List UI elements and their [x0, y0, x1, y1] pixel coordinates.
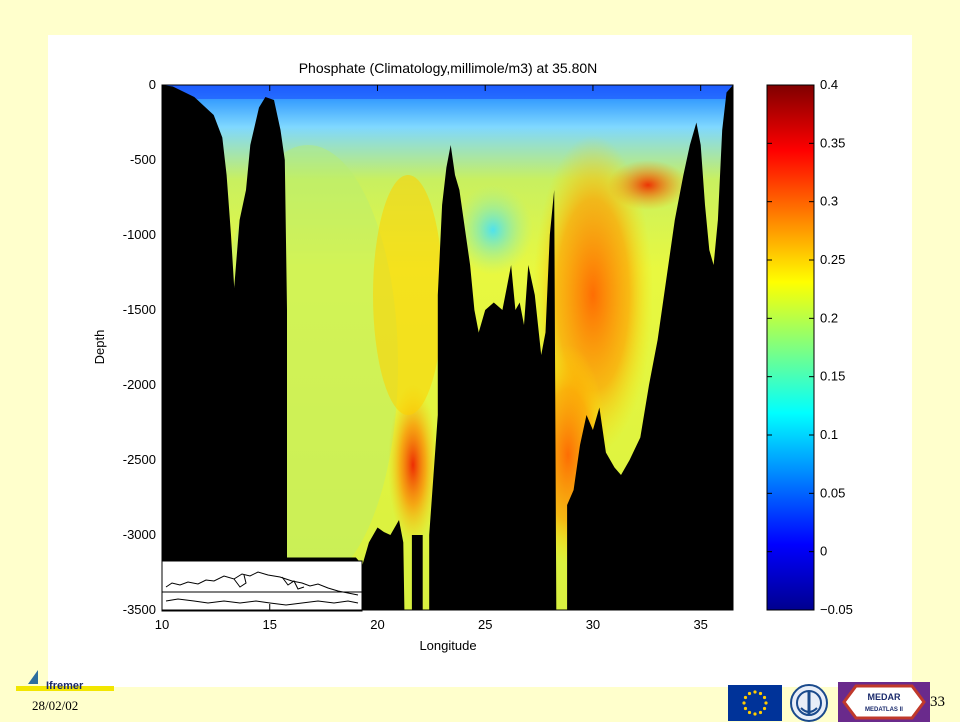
plot-frame: [161, 84, 734, 611]
y-tick-label: -2500: [123, 452, 156, 467]
inset-map: [161, 560, 363, 612]
eu-star: [743, 706, 748, 711]
medar-logo: MEDAR MEDATLAS II: [838, 682, 930, 722]
medar-logo-title: MEDAR: [868, 692, 901, 702]
figure-panel: Phosphate (Climatology,millimole/m3) at …: [48, 35, 912, 687]
field-cyan-patch: [453, 185, 533, 275]
inset-greece: [281, 576, 305, 590]
eu-star: [758, 691, 763, 696]
x-tick-label: 20: [370, 617, 384, 632]
slide-date: 28/02/02: [32, 698, 79, 713]
colorbar-tick-label: 0.15: [820, 369, 845, 384]
colorbar-tick-label: 0.3: [820, 194, 838, 209]
ifremer-logo-icon: [28, 670, 38, 684]
phosphate-section-chart: Phosphate (Climatology,millimole/m3) at …: [92, 60, 853, 653]
colorbar-tick-label: 0.25: [820, 252, 845, 267]
colorbar-tick-label: 0.35: [820, 135, 845, 150]
y-tick-label: -500: [130, 152, 156, 167]
eu-star: [762, 695, 767, 700]
ifremer-logo-bar: [16, 686, 114, 691]
y-tick-label: -3500: [123, 602, 156, 617]
x-tick-label: 30: [586, 617, 600, 632]
x-tick-label: 15: [263, 617, 277, 632]
y-tick-label: -1000: [123, 227, 156, 242]
eu-star: [753, 690, 757, 694]
field-west-yellow: [373, 175, 443, 415]
eu-star: [753, 712, 757, 716]
eu-star: [747, 691, 752, 696]
inset-map-frame: [161, 560, 363, 612]
x-tick-label: 35: [693, 617, 707, 632]
eu-star: [743, 695, 748, 700]
inset-coast-north: [165, 571, 359, 596]
ifremer-logo-text: Ifremer: [46, 680, 84, 692]
colorbar-tick-label: 0.4: [820, 77, 838, 92]
colorbar-tick-label: −0.05: [820, 602, 853, 617]
field-west-max: [388, 385, 438, 545]
x-axis-label: Longitude: [419, 638, 476, 653]
eu-star: [758, 710, 763, 715]
colorbar-tick-label: 0.05: [820, 485, 845, 500]
x-tick-label: 10: [155, 617, 169, 632]
colorbar: [766, 84, 815, 611]
eu-star: [747, 710, 752, 715]
colorbar-ticks: 0.4 0.35 0.3 0.25 0.2 0.15 0.1 0.05 0 −0.05: [767, 77, 853, 617]
eu-star: [742, 701, 746, 705]
y-tick-label: -2000: [123, 377, 156, 392]
y-axis-ticks: 0 -500 -1000 -1500 -2000 -2500 -3000 -3500: [123, 77, 733, 617]
field-ne-max: [608, 160, 688, 210]
y-axis-label: Depth: [92, 330, 107, 365]
chart-title: Phosphate (Climatology,millimole/m3) at …: [299, 60, 598, 76]
y-tick-label: -1500: [123, 302, 156, 317]
colorbar-tick-label: 0.1: [820, 427, 838, 442]
eu-star: [762, 706, 767, 711]
y-tick-label: -3000: [123, 527, 156, 542]
inset-italy: [233, 574, 247, 588]
medar-logo-subtitle: MEDATLAS II: [865, 707, 903, 713]
colorbar-tick-label: 0: [820, 544, 827, 559]
bathymetry-mask: [162, 85, 733, 610]
field-surface-layer: [162, 85, 733, 99]
x-axis-ticks: 10 15 20 25 30 35: [155, 85, 708, 632]
colorbar-tick-label: 0.2: [820, 310, 838, 325]
page-number: 33: [930, 694, 945, 710]
inset-coast-south: [165, 598, 359, 606]
ioc-unesco-icon: [790, 684, 828, 722]
y-tick-label: 0: [149, 77, 156, 92]
eu-flag-icon: [728, 685, 782, 721]
x-tick-label: 25: [478, 617, 492, 632]
eu-star: [764, 701, 768, 705]
